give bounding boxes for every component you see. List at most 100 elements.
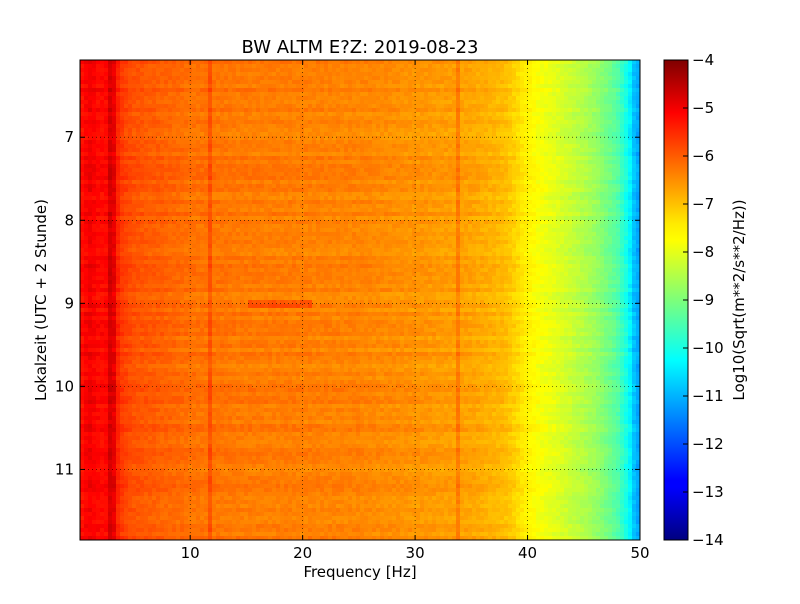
spectrogram-cell (612, 132, 617, 137)
spectrogram-cell (136, 176, 141, 181)
spectrogram-cell (124, 192, 129, 197)
spectrogram-cell (540, 152, 545, 157)
spectrogram-cell (248, 188, 253, 193)
spectrogram-cell (496, 128, 501, 133)
spectrogram-cell (392, 124, 397, 129)
spectrogram-cell (600, 84, 605, 89)
spectrogram-cell (288, 140, 293, 145)
spectrogram-cell (308, 92, 313, 97)
spectrogram-cell (80, 80, 85, 85)
spectrogram-cell (536, 140, 541, 145)
spectrogram-cell (392, 92, 397, 97)
spectrogram-cell (116, 156, 121, 161)
spectrogram-cell (516, 156, 521, 161)
spectrogram-cell (476, 100, 481, 105)
spectrogram-cell (272, 184, 277, 189)
spectrogram-cell (324, 164, 329, 169)
spectrogram-cell (428, 196, 433, 201)
spectrogram-cell (280, 184, 285, 189)
spectrogram-cell (176, 120, 181, 125)
spectrogram-cell (520, 104, 525, 109)
spectrogram-cell (588, 76, 593, 81)
spectrogram-cell (528, 168, 533, 173)
spectrogram-cell (624, 192, 629, 197)
spectrogram-cell (80, 192, 85, 197)
spectrogram-cell (576, 112, 581, 117)
spectrogram-cell (584, 148, 589, 153)
spectrogram-cell (632, 144, 637, 149)
spectrogram-cell (376, 164, 381, 169)
spectrogram-cell (340, 84, 345, 89)
spectrogram-cell (512, 148, 517, 153)
spectrogram-cell (80, 136, 85, 141)
spectrogram-cell (360, 84, 365, 89)
spectrogram-cell (512, 112, 517, 117)
spectrogram-cell (560, 108, 565, 113)
spectrogram-cell (248, 176, 253, 181)
spectrogram-cell (420, 152, 425, 157)
spectrogram-cell (268, 80, 273, 85)
spectrogram-cell (328, 112, 333, 117)
spectrogram-cell (456, 148, 461, 153)
spectrogram-cell (500, 136, 505, 141)
spectrogram-cell (232, 108, 237, 113)
spectrogram-cell (520, 192, 525, 197)
spectrogram-cell (344, 72, 349, 77)
spectrogram-cell (132, 148, 137, 153)
spectrogram-cell (156, 116, 161, 121)
spectrogram-cell (380, 88, 385, 93)
spectrogram-cell (380, 72, 385, 77)
spectrogram-cell (168, 128, 173, 133)
spectrogram-cell (376, 132, 381, 137)
spectrogram-cell (196, 80, 201, 85)
spectrogram-cell (576, 60, 581, 65)
spectrogram-cell (584, 136, 589, 141)
spectrogram-cell (404, 128, 409, 133)
spectrogram-cell (116, 60, 121, 65)
spectrogram-cell (368, 108, 373, 113)
spectrogram-cell (368, 196, 373, 201)
spectrogram-cell (364, 116, 369, 121)
spectrogram-cell (212, 104, 217, 109)
spectrogram-cell (108, 168, 113, 173)
spectrogram-cell (308, 184, 313, 189)
spectrogram-cell (532, 84, 537, 89)
spectrogram-cell (616, 88, 621, 93)
spectrogram-cell (380, 148, 385, 153)
spectrogram-cell (580, 140, 585, 145)
spectrogram-cell (312, 132, 317, 137)
spectrogram-cell (372, 84, 377, 89)
spectrogram-cell (512, 176, 517, 181)
spectrogram-cell (84, 172, 89, 177)
spectrogram-cell (376, 168, 381, 173)
spectrogram-cell (440, 184, 445, 189)
spectrogram-cell (320, 188, 325, 193)
spectrogram-cell (596, 60, 601, 65)
spectrogram-cell (204, 200, 209, 205)
spectrogram-cell (228, 92, 233, 97)
spectrogram-cell (216, 68, 221, 73)
spectrogram-cell (176, 140, 181, 145)
spectrogram-cell (308, 132, 313, 137)
spectrogram-cell (208, 84, 213, 89)
spectrogram-cell (508, 68, 513, 73)
spectrogram-cell (196, 88, 201, 93)
spectrogram-cell (604, 148, 609, 153)
spectrogram-cell (444, 100, 449, 105)
spectrogram-cell (440, 104, 445, 109)
spectrogram-cell (596, 116, 601, 121)
spectrogram-cell (536, 128, 541, 133)
spectrogram-cell (312, 88, 317, 93)
spectrogram-cell (324, 132, 329, 137)
spectrogram-cell (424, 100, 429, 105)
spectrogram-cell (552, 136, 557, 141)
spectrogram-cell (352, 152, 357, 157)
spectrogram-cell (456, 112, 461, 117)
spectrogram-cell (128, 180, 133, 185)
spectrogram-cell (296, 164, 301, 169)
spectrogram-cell (608, 72, 613, 77)
spectrogram-cell (532, 60, 537, 65)
spectrogram-cell (304, 108, 309, 113)
spectrogram-cell (136, 188, 141, 193)
spectrogram-cell (316, 188, 321, 193)
